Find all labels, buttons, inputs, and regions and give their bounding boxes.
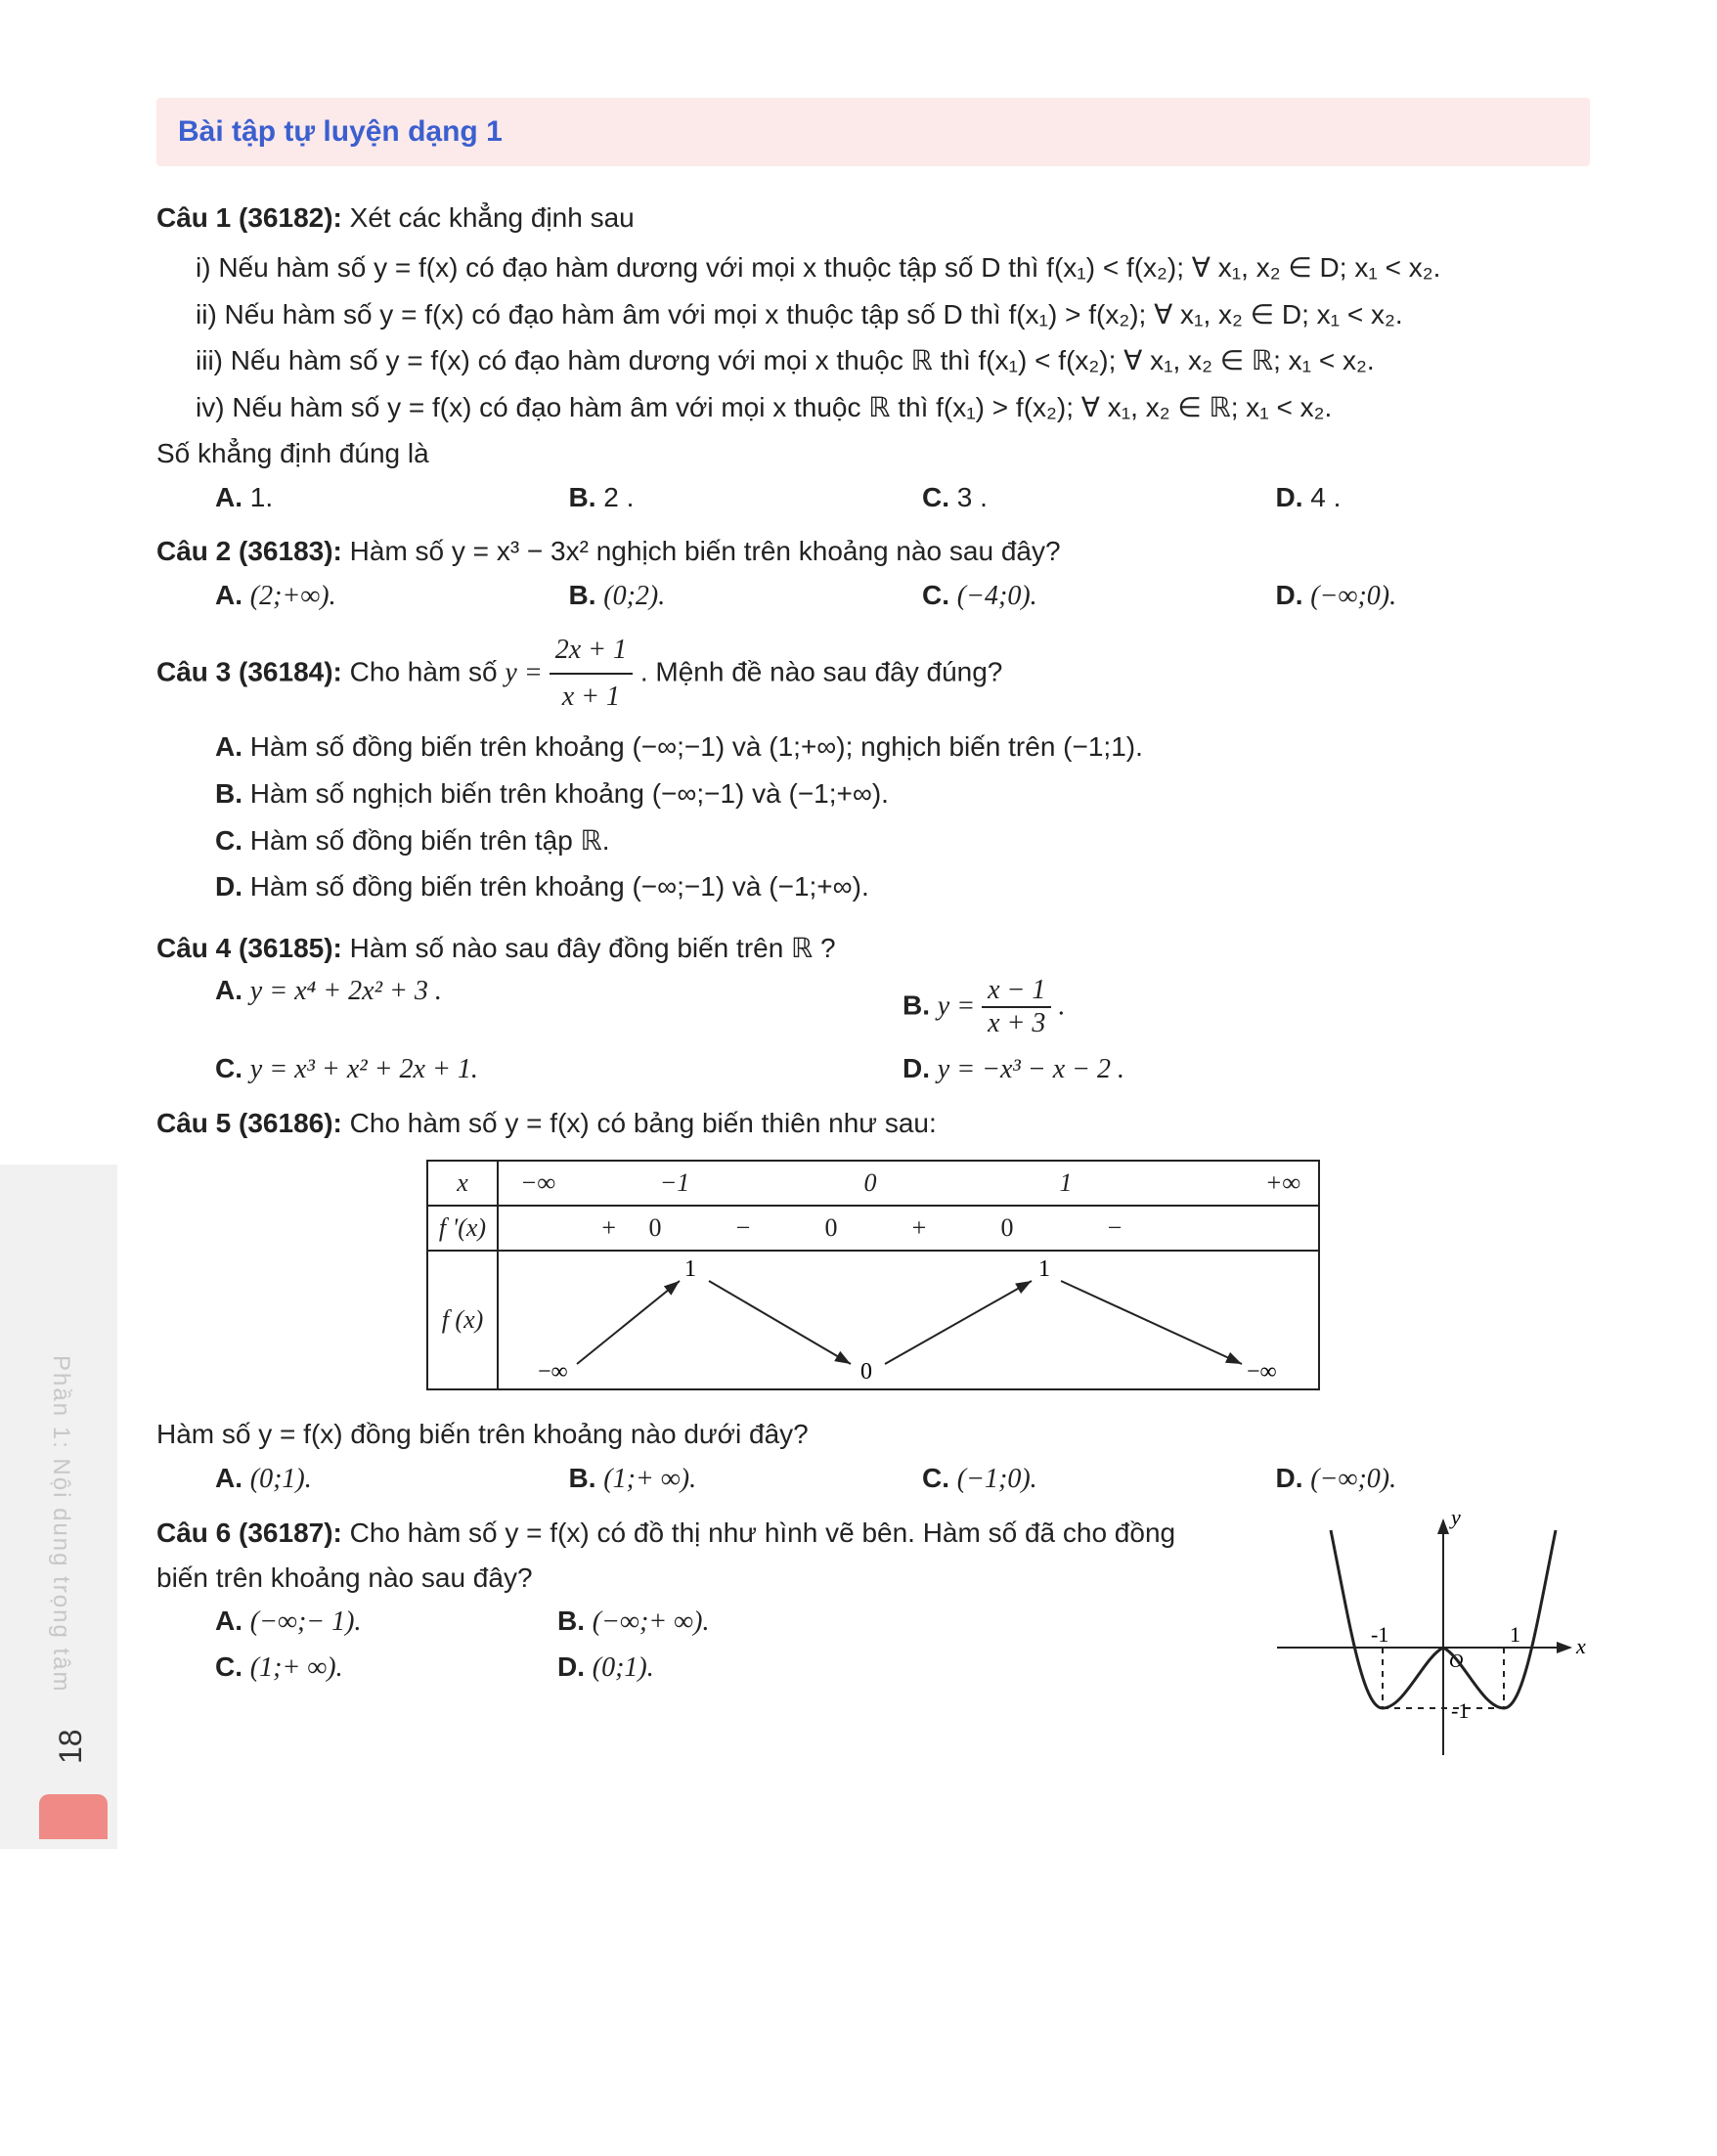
q3-opt-a: Hàm số đồng biến trên khoảng (−∞;−1) và … [250,731,1143,762]
q4-title-prefix: Câu 4 (36185): [156,933,342,963]
q2-options: A. (2;+∞). B. (0;2). C. (−4;0). D. (−∞;0… [215,580,1590,612]
q1-stmt-4: iv) Nếu hàm số y = f(x) có đạo hàm âm vớ… [196,384,1590,431]
svg-text:-1: -1 [1451,1698,1469,1723]
q4-options: A. y = x⁴ + 2x² + 3 . B. y = x − 1 x + 3… [215,975,1590,1085]
q3-opt-c: Hàm số đồng biến trên tập ℝ. [250,825,610,856]
pink-tab [39,1794,108,1839]
q2-opt-d: (−∞;0). [1310,581,1396,611]
q3-frac-den: x + 1 [550,675,633,720]
q6-graph: x y O -1 1 -1 [1257,1511,1590,1775]
q1-stmt-1: i) Nếu hàm số y = f(x) có đạo hàm dương … [196,244,1590,291]
q5-opt-b: (1;+ ∞). [603,1464,696,1494]
vt-x-2: 0 [772,1168,968,1198]
variation-table: x −∞ −1 0 1 +∞ f '(x) [156,1160,1590,1390]
svg-text:−∞: −∞ [538,1359,568,1385]
q3-opt-d: Hàm số đồng biến trên khoảng (−∞;−1) và … [250,871,869,902]
svg-text:x: x [1575,1634,1586,1658]
question-3: Câu 3 (36184): Cho hàm số y = 2x + 1 x +… [156,628,1590,910]
q6-opt-a: (−∞;− 1). [250,1606,362,1637]
q1-title: Câu 1 (36182): Xét các khẳng định sau [156,196,1590,241]
q6-opt-c: (1;+ ∞). [250,1652,343,1683]
q5-opt-d: (−∞;0). [1310,1464,1396,1494]
svg-text:1: 1 [684,1256,696,1282]
q3-title-prefix: Câu 3 (36184): [156,657,342,687]
vt-x-1: −1 [577,1168,772,1198]
question-2: Câu 2 (36183): Hàm số y = x³ − 3x² nghịc… [156,529,1590,612]
question-1: Câu 1 (36182): Xét các khẳng định sau i)… [156,196,1590,513]
question-4: Câu 4 (36185): Hàm số nào sau đây đồng b… [156,926,1590,1085]
q5-after: Hàm số y = f(x) đồng biến trên khoảng nà… [156,1412,1590,1457]
svg-text:−∞: −∞ [1247,1359,1277,1385]
svg-text:0: 0 [860,1359,872,1385]
vt-fp-5: 0 [968,1213,1046,1243]
vt-x-0: −∞ [499,1168,577,1198]
q5-title-rest: Cho hàm số y = f(x) có bảng biến thiên n… [350,1108,937,1138]
q1-options: A. 1. B. 2 . C. 3 . D. 4 . [215,482,1590,513]
section-header: Bài tập tự luyện dạng 1 [156,98,1590,166]
q2-title-rest: Hàm số y = x³ − 3x² nghịch biến trên kho… [350,536,1061,566]
side-footer-text: Phần 1: Nội dung trọng tâm [47,1355,74,1694]
q1-opt-a: 1. [250,482,273,512]
q3-title-lead: Cho hàm số [350,657,506,687]
q1-stmt-2: ii) Nếu hàm số y = f(x) có đạo hàm âm vớ… [196,291,1590,338]
q2-opt-c: (−4;0). [957,581,1037,611]
vt-fp-3: 0 [792,1213,870,1243]
q3-title-tail: . Mệnh đề nào sau đây đúng? [640,657,1003,687]
q5-opt-c: (−1;0). [957,1464,1037,1494]
svg-text:1: 1 [1510,1622,1520,1647]
q4-opt-b-den: x + 3 [982,1008,1051,1039]
q1-opt-d: 4 . [1310,482,1341,512]
q2-title-prefix: Câu 2 (36183): [156,536,342,566]
q6-opt-b: (−∞;+ ∞). [593,1606,710,1637]
page-number: 18 [53,1730,89,1765]
svg-text:1: 1 [1038,1256,1050,1282]
vt-x-4: +∞ [1164,1168,1318,1198]
q3-frac-num: 2x + 1 [550,628,633,675]
q6-options: A. (−∞;− 1). B. (−∞;+ ∞). C. (1;+ ∞). D.… [215,1606,900,1684]
q6-opt-d: (0;1). [593,1652,654,1683]
vt-fp-0: + [499,1213,616,1243]
vt-fp-2: − [694,1213,792,1243]
q5-title-prefix: Câu 5 (36186): [156,1108,342,1138]
q5-options: A. (0;1). B. (1;+ ∞). C. (−1;0). D. (−∞;… [215,1463,1590,1495]
variation-arrows: −∞ 1 0 1 −∞ [499,1252,1300,1388]
vt-fp-4: + [870,1213,968,1243]
q5-opt-a: (0;1). [250,1464,312,1494]
q6-title-prefix: Câu 6 (36187): [156,1518,342,1548]
q2-opt-b: (0;2). [603,581,665,611]
q1-opt-b: 2 . [603,482,634,512]
svg-text:y: y [1449,1511,1461,1529]
question-6: x y O -1 1 -1 Câu 6 (36187): Cho hàm số … [156,1511,1590,1775]
q1-title-prefix: Câu 1 (36182): [156,202,342,233]
svg-text:-1: -1 [1371,1622,1388,1647]
question-5: Câu 5 (36186): Cho hàm số y = f(x) có bả… [156,1101,1590,1495]
q1-stmt-3: iii) Nếu hàm số y = f(x) có đạo hàm dươn… [196,337,1590,384]
vt-fp-1: 0 [616,1213,694,1243]
vt-fp-6: − [1046,1213,1183,1243]
q4-opt-d: y = −x³ − x − 2 . [938,1054,1124,1084]
q1-opt-c: 3 . [957,482,988,512]
q4-opt-b-num: x − 1 [982,975,1051,1008]
q4-title-rest: Hàm số nào sau đây đồng biến trên ℝ ? [350,933,836,963]
q1-conclusion: Số khẳng định đúng là [156,431,1590,476]
vt-x-3: 1 [968,1168,1164,1198]
q4-opt-c: y = x³ + x² + 2x + 1. [250,1054,478,1084]
q3-opt-b: Hàm số nghịch biến trên khoảng (−∞;−1) v… [250,778,889,809]
q1-title-rest: Xét các khẳng định sau [350,202,635,233]
q2-opt-a: (2;+∞). [250,581,336,611]
q4-opt-a: y = x⁴ + 2x² + 3 . [250,976,442,1006]
